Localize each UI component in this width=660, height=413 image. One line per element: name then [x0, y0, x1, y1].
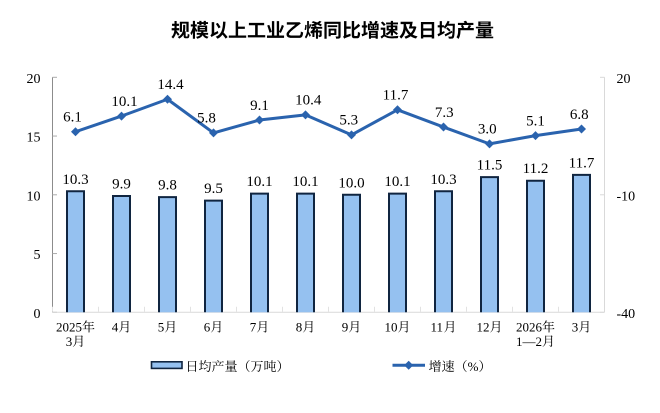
svg-text:11.5: 11.5	[477, 158, 503, 174]
svg-text:10.1: 10.1	[246, 174, 272, 190]
svg-text:5.8: 5.8	[197, 111, 216, 127]
svg-text:6.1: 6.1	[63, 110, 82, 126]
svg-text:9.5: 9.5	[204, 181, 223, 197]
svg-text:9: 9	[342, 320, 349, 335]
svg-text:9.1: 9.1	[250, 98, 269, 114]
svg-text:5: 5	[158, 320, 165, 335]
svg-text:1—2: 1—2	[516, 334, 542, 349]
svg-text:10.1: 10.1	[384, 174, 410, 190]
svg-text:4: 4	[112, 320, 119, 335]
svg-text:12: 12	[477, 320, 490, 335]
svg-text:10.1: 10.1	[292, 174, 318, 190]
svg-text:20: 20	[617, 72, 631, 87]
svg-text:9.9: 9.9	[112, 176, 131, 192]
svg-text:11: 11	[431, 320, 444, 335]
svg-text:7: 7	[250, 320, 257, 335]
svg-text:15: 15	[27, 131, 41, 146]
svg-text:20: 20	[27, 72, 41, 87]
svg-text:11.2: 11.2	[523, 161, 549, 177]
svg-text:6.8: 6.8	[570, 107, 589, 123]
svg-text:14.4: 14.4	[157, 77, 184, 93]
svg-text:10: 10	[385, 320, 398, 335]
svg-text:-10: -10	[617, 189, 636, 204]
svg-text:%: %	[468, 359, 479, 374]
svg-text:10.3: 10.3	[430, 172, 456, 188]
svg-text:5.3: 5.3	[339, 113, 358, 129]
svg-text:8: 8	[296, 320, 303, 335]
svg-text:3.0: 3.0	[478, 122, 497, 138]
svg-text:2025: 2025	[56, 320, 82, 335]
svg-text:3: 3	[66, 334, 73, 349]
svg-text:10.0: 10.0	[338, 175, 364, 191]
svg-text:7.3: 7.3	[435, 105, 454, 121]
svg-text:10.1: 10.1	[111, 94, 137, 110]
svg-text:5: 5	[34, 248, 41, 263]
svg-text:10.4: 10.4	[295, 93, 322, 109]
svg-text:11.7: 11.7	[569, 155, 595, 171]
svg-text:3: 3	[572, 320, 579, 335]
svg-text:9.8: 9.8	[158, 178, 177, 194]
svg-text:0: 0	[34, 307, 41, 322]
svg-text:5.1: 5.1	[526, 113, 545, 129]
svg-text:10.3: 10.3	[62, 172, 88, 188]
svg-text:2026: 2026	[516, 320, 543, 335]
svg-text:-40: -40	[617, 307, 636, 322]
svg-text:6: 6	[204, 320, 211, 335]
svg-text:10: 10	[27, 189, 41, 204]
svg-text:11.7: 11.7	[383, 88, 409, 104]
